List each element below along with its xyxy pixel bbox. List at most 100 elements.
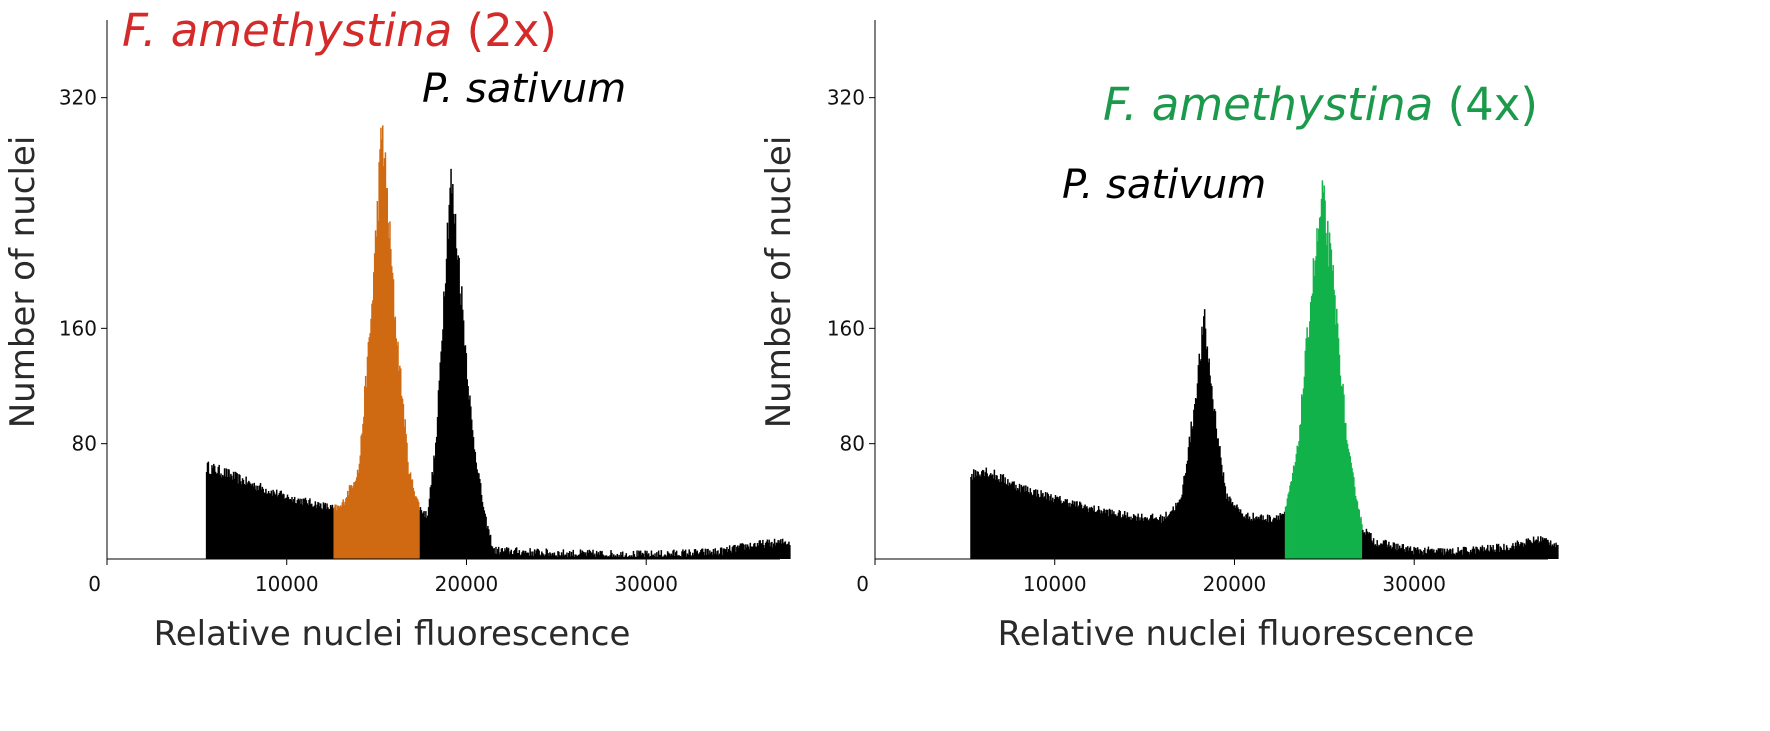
histogram-bar [1379,545,1381,559]
histogram-bar [991,474,994,559]
histogram-bar [649,556,652,559]
histogram-bar [1378,544,1380,559]
histogram-bar [1390,548,1393,559]
histogram-bar [266,493,269,559]
histogram-bar [731,547,734,559]
histogram-bar [265,488,267,559]
histogram-bar [704,548,707,559]
histogram-bar [1354,496,1357,559]
chart-panel-right: 80 160 320 0 10000 20000 30000 Relative nucle… [759,20,1559,654]
histogram-bar [361,433,363,559]
histogram-bar [1339,375,1342,559]
histogram-bar [500,548,503,559]
histogram-bar [1360,516,1362,559]
histogram-bar [1398,548,1400,559]
histogram-bar [1114,514,1117,559]
histogram-bar [568,551,571,559]
histogram-bar [1345,439,1348,559]
histogram-bar [1034,489,1037,559]
histogram-bar [1025,491,1028,559]
histogram-bar [971,473,973,559]
histogram-bar [1169,511,1172,559]
histogram-bar [554,555,557,559]
histogram-bar [1144,517,1147,559]
histogram-bar [316,504,318,559]
histogram-bar [1543,538,1546,559]
histogram-bar [470,419,473,559]
histogram-bar [1293,466,1296,559]
histogram-bar [412,487,415,559]
histogram-bar [1210,383,1212,559]
histogram-bar [243,483,246,559]
histogram-bar [416,497,418,559]
histogram-bar [1207,362,1210,559]
histogram-bar [1171,510,1174,559]
histogram-bar [561,555,564,559]
histogram-bar [652,554,654,559]
histogram-bar [1218,446,1220,559]
histogram-bar [323,504,326,559]
histogram-bar [435,436,438,559]
histogram-bar [507,547,510,559]
y-tick-label: 160 [59,316,97,340]
histogram-bar [601,550,603,559]
histogram-bar [986,473,988,559]
histogram-bar [611,552,613,559]
histogram-bar [1145,518,1147,559]
histogram-bar [240,481,242,559]
histogram-bar [1047,494,1050,559]
histogram-bar [1448,550,1450,559]
histogram-bar [1356,501,1359,559]
histogram-bar [469,395,471,559]
histogram-bar [1044,492,1047,559]
histogram-bar [319,506,321,559]
histogram-bar [1134,515,1137,559]
histogram-bar [1304,350,1307,559]
histogram-bar [1435,549,1438,559]
histogram-bar [1219,446,1221,559]
histogram-bar [1375,546,1378,559]
histogram-bar [1353,477,1355,559]
histogram-bar [700,549,702,559]
histogram-bar [432,474,434,559]
histogram-bar [1461,554,1464,559]
histogram-bar [657,550,660,559]
histogram-bar [606,556,609,559]
histogram-bar [1417,549,1420,559]
histogram-bar [753,543,755,559]
histogram-bar [1251,520,1254,559]
histogram-bar [625,553,628,559]
histogram-bar [549,552,551,559]
annotation-p-sativum: P. sativum [1062,162,1266,208]
histogram-bar [1019,492,1022,559]
histogram-bar [424,517,426,559]
histogram-bar [563,555,566,559]
histogram-bar [1126,512,1129,559]
histogram-bar [560,552,563,559]
histogram-bar [1212,399,1214,559]
histogram-bar [1424,552,1427,559]
histogram-bar [585,552,587,559]
histogram-bar [739,543,742,559]
histogram-bar [1399,548,1402,559]
histogram-bar [748,549,751,559]
histogram-bar [239,474,241,559]
histogram-bar [641,552,644,559]
histogram-bar [772,547,774,559]
histogram-bar [408,473,410,559]
histogram-bar [612,556,614,559]
histogram-bar [730,552,733,559]
histogram-bar [258,485,261,559]
y-tick-label: 80 [840,432,865,456]
histogram-bar [342,499,344,559]
histogram-bar [674,552,677,559]
histogram-bar [541,551,543,559]
histogram-bar [1101,513,1103,559]
histogram-bar [308,500,310,559]
histogram-bar [1284,506,1287,559]
histogram-bar [1449,548,1451,559]
histogram-bar [241,478,244,559]
histogram-bar [263,492,265,559]
histogram-bar [232,471,235,559]
histogram-bar [1464,546,1467,559]
